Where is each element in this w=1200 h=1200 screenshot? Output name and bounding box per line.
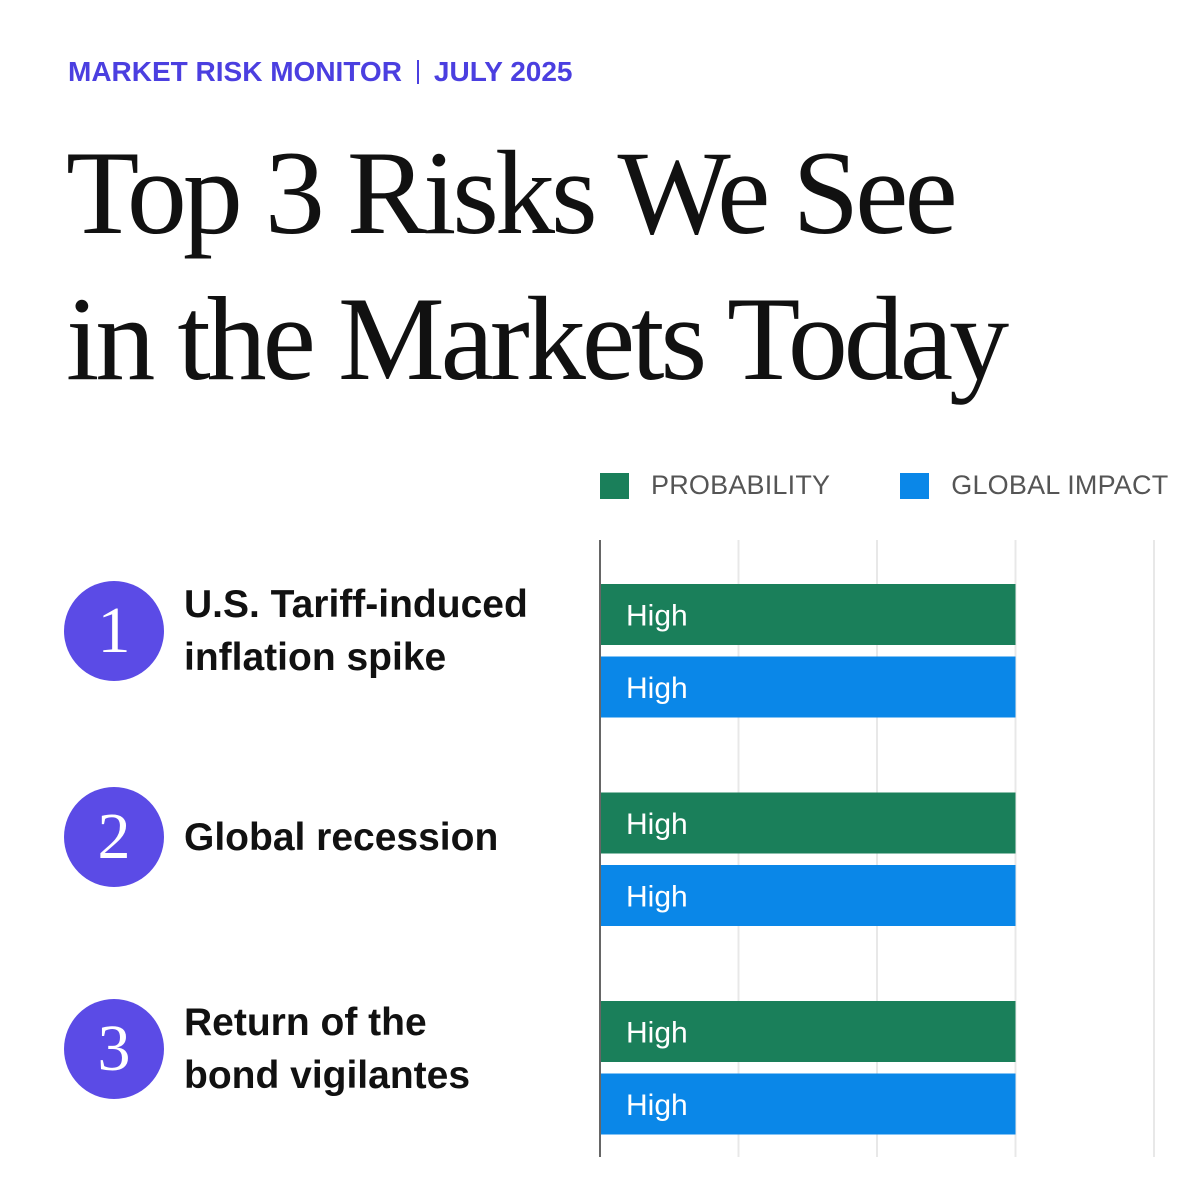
legend-item-global-impact: GLOBAL IMPACT [900, 470, 1168, 501]
risk-label: Return of the bond vigilantes [184, 996, 584, 1102]
legend-swatch-global-impact [900, 472, 930, 499]
risk-label: Global recession [184, 811, 584, 864]
kicker: MARKET RISK MONITOR JULY 2025 [68, 56, 573, 88]
report-name: MARKET RISK MONITOR [68, 56, 402, 87]
legend-label-probability: PROBABILITY [651, 470, 831, 500]
risk-item-3: 3 Return of the bond vigilantes [64, 996, 584, 1102]
risk-number-badge: 3 [64, 999, 164, 1099]
report-date: JULY 2025 [433, 56, 573, 87]
bar-value-label: High [626, 672, 688, 705]
legend-item-probability: PROBABILITY [600, 470, 830, 501]
bar-value-label: High [626, 1017, 688, 1050]
bar-probability-1 [601, 584, 1016, 645]
legend-swatch-probability [600, 472, 629, 499]
risk-number-badge: 1 [64, 581, 164, 681]
chart-legend: PROBABILITY GLOBAL IMPACT [600, 470, 1168, 501]
kicker-separator [416, 60, 419, 84]
risk-label-line: inflation spike [184, 636, 447, 679]
title-line-2: in the Markets Today [66, 272, 1009, 405]
risk-item-2: 2 Global recession [64, 787, 584, 887]
bar-value-label: High [626, 1089, 688, 1122]
bar-value-label: High [626, 600, 688, 633]
page-title: Top 3 Risks We See in the Markets Today [66, 120, 1009, 412]
bar-value-label: High [626, 881, 688, 914]
title-line-1: Top 3 Risks We See [66, 126, 958, 259]
risk-label-line: U.S. Tariff-induced [184, 583, 528, 626]
risk-label-line: Global recession [184, 815, 499, 859]
risk-label-line: bond vigilantes [184, 1054, 471, 1097]
bar-global-impact-2 [601, 865, 1016, 926]
bar-value-label: High [626, 808, 688, 841]
risk-label-line: Return of the [184, 1001, 427, 1044]
legend-label-global-impact: GLOBAL IMPACT [951, 470, 1169, 500]
bar-probability-2 [601, 792, 1016, 854]
chart-bars: High High High High High High [601, 584, 1016, 1135]
bar-global-impact-1 [601, 656, 1016, 718]
risk-item-1: 1 U.S. Tariff-induced inflation spike [64, 578, 584, 684]
risk-label: U.S. Tariff-induced inflation spike [184, 578, 584, 684]
bar-probability-3 [601, 1001, 1016, 1062]
risk-number-badge: 2 [64, 787, 164, 887]
bar-global-impact-3 [601, 1073, 1016, 1135]
